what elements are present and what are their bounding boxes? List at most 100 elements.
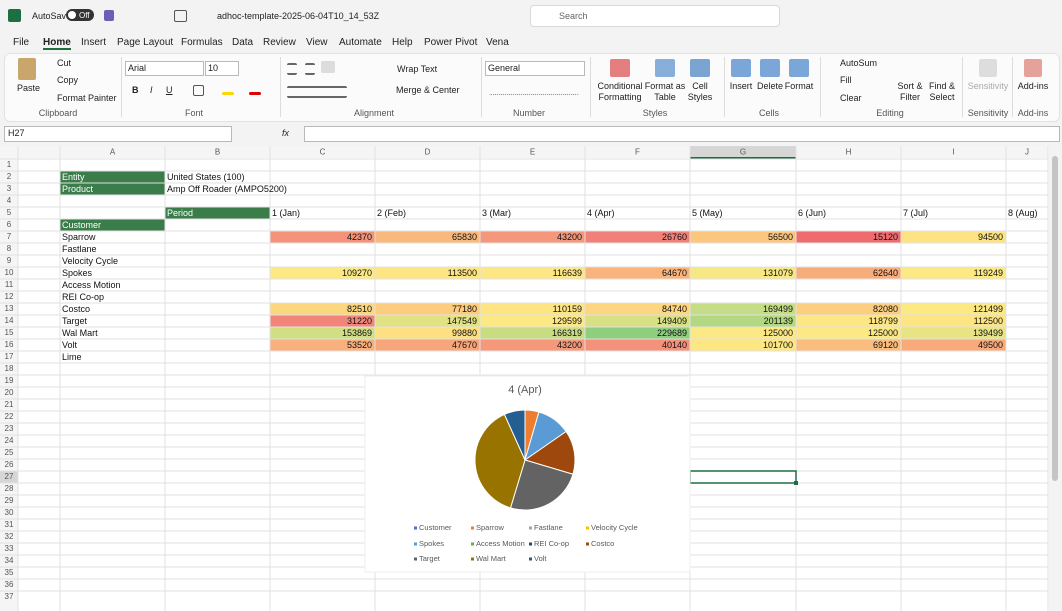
format-icon[interactable] <box>789 59 809 77</box>
legend-swatch <box>529 526 532 530</box>
conditional-formatting-icon[interactable] <box>610 59 630 77</box>
paste-icon[interactable] <box>18 58 36 80</box>
italic-button[interactable]: I <box>150 85 153 95</box>
ribbon-tab[interactable]: Formulas <box>181 37 223 48</box>
cell-styles-line[interactable]: Styles <box>687 92 713 102</box>
align-buttons[interactable] <box>287 86 347 98</box>
sort-filter-line[interactable]: Sort & <box>897 81 923 91</box>
ribbon-tab[interactable]: Vena <box>486 37 509 48</box>
cell-fill <box>480 315 585 327</box>
align-top[interactable] <box>287 63 297 75</box>
window-icon[interactable] <box>174 10 187 22</box>
cell-fill <box>165 207 270 219</box>
insert-button[interactable]: Insert <box>729 81 753 91</box>
ribbon-tab[interactable]: Automate <box>339 37 382 48</box>
row-number: 24 <box>5 436 14 445</box>
ribbon-tab[interactable]: File <box>13 37 30 48</box>
ribbon-tab[interactable]: View <box>306 37 328 48</box>
format-as-table-icon[interactable] <box>655 59 675 77</box>
customer-name: Spokes <box>62 268 93 278</box>
ribbon-tab[interactable]: Review <box>263 37 296 48</box>
legend-swatch <box>471 526 474 530</box>
cut-button[interactable]: Cut <box>57 58 72 68</box>
ribbon-tab[interactable]: Home <box>43 37 71 50</box>
cell-value: 147549 <box>447 316 477 326</box>
conditional-formatting-line[interactable]: Conditional <box>597 81 643 91</box>
number-buttons[interactable] <box>489 86 579 95</box>
format-as-table-line[interactable]: Format as <box>644 81 686 91</box>
sensitivity-button[interactable]: Sensitivity <box>967 81 1009 91</box>
cell-label: Entity <box>62 172 85 182</box>
cell-value: 125000 <box>763 328 793 338</box>
copy-button[interactable]: Copy <box>57 75 79 85</box>
legend-label: Wal Mart <box>476 554 507 563</box>
font-size-box[interactable]: 10 <box>205 61 239 76</box>
ribbon-tab[interactable]: Insert <box>81 37 107 48</box>
column-letter: A <box>110 148 116 157</box>
find-select-line[interactable]: Select <box>929 92 955 102</box>
autosum-button[interactable]: AutoSum <box>840 58 878 68</box>
cell-fill <box>690 327 796 339</box>
ribbon-tab[interactable]: Page Layout <box>117 37 174 48</box>
name-box[interactable]: H27 <box>4 126 232 142</box>
fill-color-button[interactable] <box>222 92 234 95</box>
legend-label: Access Motion <box>476 539 525 548</box>
cell-fill <box>480 231 585 243</box>
row-number: 31 <box>5 520 14 529</box>
search-box[interactable]: Search <box>530 5 780 27</box>
fx-label[interactable]: fx <box>282 128 290 138</box>
scrollbar-thumb[interactable] <box>1052 156 1058 481</box>
cell-fill <box>375 303 480 315</box>
wrap-text-button[interactable]: Wrap Text <box>397 64 438 74</box>
merge-center-button[interactable]: Merge & Center <box>396 85 460 95</box>
conditional-formatting-line[interactable]: Formatting <box>598 92 642 102</box>
underline-button[interactable]: U <box>166 85 173 95</box>
cell-value: 131079 <box>763 268 793 278</box>
addins-icon[interactable] <box>1024 59 1042 77</box>
save-icon[interactable] <box>104 10 114 21</box>
cell-value: 56500 <box>768 232 793 242</box>
column-letter: J <box>1025 148 1029 157</box>
cell-label: Customer <box>62 220 101 230</box>
addins-button[interactable]: Add-ins <box>1017 81 1049 91</box>
customer-name: REI Co-op <box>62 292 104 302</box>
row-number: 34 <box>5 556 14 565</box>
format-painter-button[interactable]: Format Painter <box>57 93 117 103</box>
font-color-button[interactable] <box>249 92 261 95</box>
row-number: 28 <box>5 484 14 493</box>
autosave-label: AutoSave <box>32 11 72 21</box>
number-format-box[interactable]: General <box>485 61 585 76</box>
row-number: 35 <box>5 568 14 577</box>
format-button[interactable]: Format <box>784 81 814 91</box>
cell-styles-line[interactable]: Cell <box>692 81 708 91</box>
sort-filter-line[interactable]: Filter <box>900 92 920 102</box>
align-middle[interactable] <box>305 63 315 75</box>
insert-icon[interactable] <box>731 59 751 77</box>
paste-button[interactable]: Paste <box>17 83 41 93</box>
delete-icon[interactable] <box>760 59 780 77</box>
find-select-line[interactable]: Find & <box>928 81 956 91</box>
delete-button[interactable]: Delete <box>756 81 784 91</box>
sensitivity-icon[interactable] <box>979 59 997 77</box>
cell-fill <box>60 171 165 183</box>
font-name-box[interactable]: Arial <box>125 61 204 76</box>
formula-input[interactable] <box>304 126 1060 142</box>
cell-fill <box>585 231 690 243</box>
filename[interactable]: adhoc-template-2025-06-04T10_14_53Z <box>217 11 380 21</box>
cell-styles-icon[interactable] <box>690 59 710 77</box>
ribbon-tab[interactable]: Power Pivot <box>424 37 478 48</box>
group-label: Sensitivity <box>967 108 1009 118</box>
format-as-table-line[interactable]: Table <box>654 92 676 102</box>
bold-button[interactable]: B <box>132 85 139 95</box>
fill-button[interactable]: Fill <box>840 75 852 85</box>
cell-value: 112500 <box>974 316 1003 326</box>
ribbon-tab[interactable]: Help <box>392 37 413 48</box>
row-number: 11 <box>5 280 14 289</box>
align-bottom[interactable] <box>321 61 335 73</box>
borders-button[interactable] <box>193 85 204 96</box>
ribbon-tab[interactable]: Data <box>232 37 254 48</box>
legend-swatch <box>414 542 417 546</box>
autosave-toggle[interactable]: Off <box>66 9 94 21</box>
cell-value: 101700 <box>763 340 793 350</box>
clear-button[interactable]: Clear <box>840 93 862 103</box>
